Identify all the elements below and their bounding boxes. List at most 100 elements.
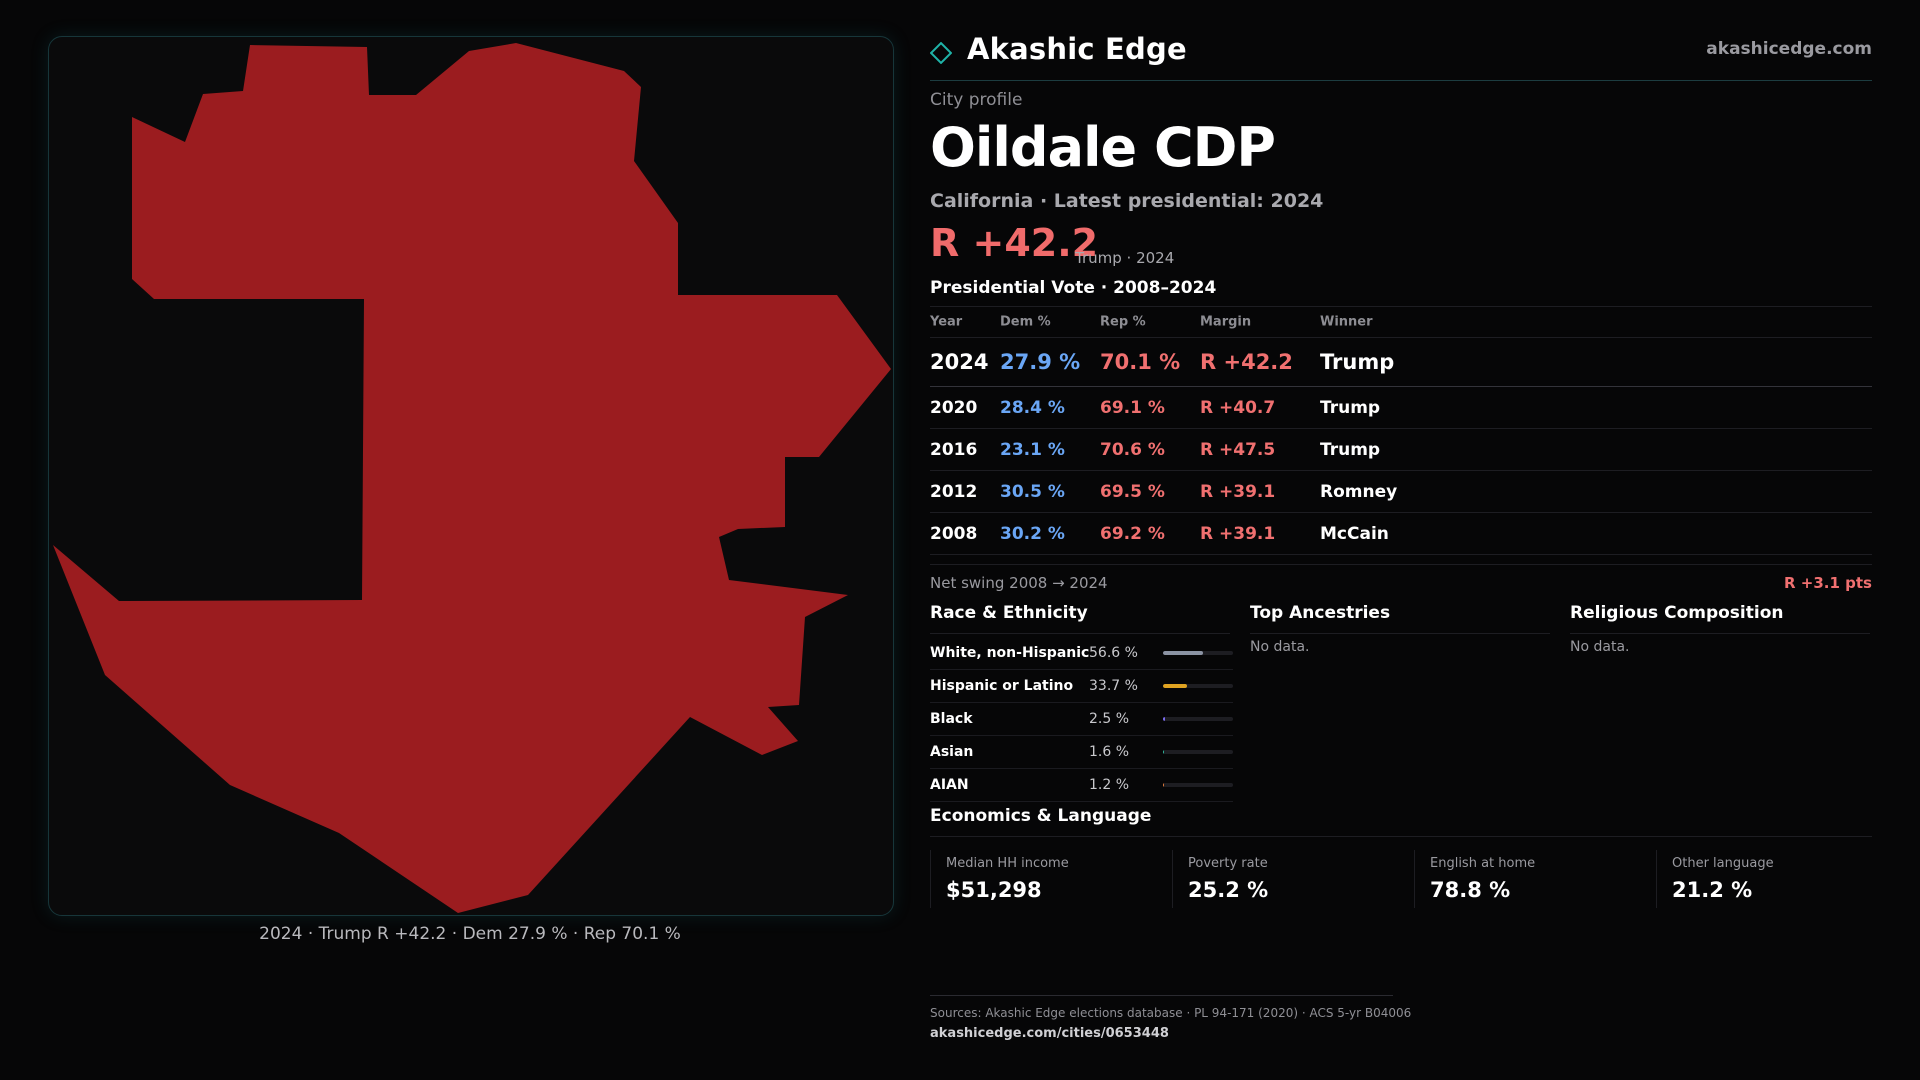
race-row: White, non-Hispanic 56.6 %	[930, 637, 1233, 670]
race-name: AIAN	[930, 777, 969, 793]
brand-header: Akashic Edge akashicedge.com	[930, 30, 1872, 81]
econ-card-poverty: Poverty rate 25.2 %	[1172, 850, 1414, 908]
table-row[interactable]: 2024 27.9 % 70.1 % R +42.2 Trump	[930, 338, 1872, 387]
econ-label: Median HH income	[946, 856, 1069, 871]
race-name: Asian	[930, 744, 974, 760]
row-margin: R +42.2	[1200, 350, 1293, 374]
row-winner: Trump	[1320, 350, 1395, 374]
econ-card-other-language: Other language 21.2 %	[1656, 850, 1872, 908]
econ-label: Other language	[1672, 856, 1774, 871]
latest-margin-detail: Trump · 2024	[1075, 249, 1175, 267]
race-bar	[1163, 717, 1233, 721]
row-rep: 70.1 %	[1100, 350, 1181, 374]
econ-card-income: Median HH income $51,298	[930, 850, 1172, 908]
race-name: Black	[930, 711, 973, 727]
race-bar-fill	[1163, 783, 1165, 787]
row-margin: R +40.7	[1200, 397, 1276, 418]
header-rep: Rep %	[1100, 314, 1146, 330]
table-header-row: Year Dem % Rep % Margin Winner	[930, 307, 1872, 338]
row-year: 2024	[930, 350, 989, 374]
row-margin: R +47.5	[1200, 439, 1276, 460]
ancestries-empty: No data.	[1250, 639, 1310, 655]
econ-card-english: English at home 78.8 %	[1414, 850, 1656, 908]
religion-empty: No data.	[1570, 639, 1630, 655]
table-row[interactable]: 2016 23.1 % 70.6 % R +47.5 Trump	[930, 429, 1872, 471]
race-pct: 2.5 %	[1089, 711, 1130, 727]
race-row: AIAN 1.2 %	[930, 769, 1233, 802]
table-row[interactable]: 2008 30.2 % 69.2 % R +39.1 McCain	[930, 513, 1872, 555]
row-rep: 69.5 %	[1100, 481, 1165, 502]
race-bar-fill	[1163, 651, 1203, 655]
sources-footer: Sources: Akashic Edge elections database…	[930, 995, 1412, 1041]
row-year: 2008	[930, 523, 978, 544]
row-rep: 69.1 %	[1100, 397, 1165, 418]
row-winner: Trump	[1320, 397, 1381, 418]
latest-margin: R +42.2	[930, 221, 1099, 265]
race-bar	[1163, 783, 1233, 787]
table-row[interactable]: 2020 28.4 % 69.1 % R +40.7 Trump	[930, 387, 1872, 429]
row-rep: 70.6 %	[1100, 439, 1165, 460]
row-dem: 23.1 %	[1000, 439, 1065, 460]
page-subtitle: California · Latest presidential: 2024	[930, 190, 1324, 212]
race-row: Hispanic or Latino 33.7 %	[930, 670, 1233, 703]
row-year: 2016	[930, 439, 978, 460]
header-margin: Margin	[1200, 314, 1252, 330]
net-swing-row: Net swing 2008 → 2024 R +3.1 pts	[930, 564, 1872, 592]
race-bar	[1163, 651, 1233, 655]
econ-label: English at home	[1430, 856, 1536, 871]
diamond-logo-icon	[930, 42, 952, 64]
source-url-link[interactable]: akashicedge.com/cities/0653448	[930, 1026, 1169, 1041]
page-title: Oildale CDP	[930, 116, 1276, 179]
sources-line: Sources: Akashic Edge elections database…	[930, 1006, 1412, 1020]
race-bar-fill	[1163, 750, 1165, 754]
row-winner: Romney	[1320, 481, 1398, 502]
ancestries-section-title: Top Ancestries	[1250, 603, 1550, 634]
race-section-title: Race & Ethnicity	[930, 603, 1230, 634]
race-name: White, non-Hispanic	[930, 645, 1090, 661]
race-row: Black 2.5 %	[930, 703, 1233, 736]
econ-value: 25.2 %	[1188, 878, 1269, 902]
race-list: White, non-Hispanic 56.6 % Hispanic or L…	[930, 637, 1233, 802]
row-dem: 30.5 %	[1000, 481, 1065, 502]
map-panel[interactable]	[48, 36, 894, 916]
site-link[interactable]: akashicedge.com	[1706, 39, 1872, 59]
race-pct: 33.7 %	[1089, 678, 1138, 694]
vote-section-title: Presidential Vote · 2008–2024	[930, 278, 1217, 298]
net-swing-label: Net swing 2008 → 2024	[930, 574, 1108, 592]
econ-value: $51,298	[946, 878, 1042, 902]
econ-value: 21.2 %	[1672, 878, 1753, 902]
race-bar-fill	[1163, 684, 1187, 688]
econ-value: 78.8 %	[1430, 878, 1511, 902]
row-margin: R +39.1	[1200, 481, 1276, 502]
row-dem: 28.4 %	[1000, 397, 1065, 418]
race-row: Asian 1.6 %	[930, 736, 1233, 769]
race-bar	[1163, 684, 1233, 688]
row-rep: 69.2 %	[1100, 523, 1165, 544]
city-boundary-shape[interactable]	[53, 43, 891, 913]
race-name: Hispanic or Latino	[930, 678, 1074, 694]
header-dem: Dem %	[1000, 314, 1051, 330]
religion-section-title: Religious Composition	[1570, 603, 1870, 634]
row-winner: Trump	[1320, 439, 1381, 460]
table-row[interactable]: 2012 30.5 % 69.5 % R +39.1 Romney	[930, 471, 1872, 513]
race-pct: 1.2 %	[1089, 777, 1130, 793]
city-boundary-map	[53, 43, 891, 913]
header-year: Year	[930, 314, 963, 330]
race-pct: 1.6 %	[1089, 744, 1130, 760]
row-year: 2020	[930, 397, 978, 418]
race-bar-fill	[1163, 717, 1165, 721]
brand-name[interactable]: Akashic Edge	[967, 32, 1187, 66]
row-margin: R +39.1	[1200, 523, 1276, 544]
economics-section-title: Economics & Language	[930, 806, 1872, 837]
row-dem: 30.2 %	[1000, 523, 1065, 544]
econ-label: Poverty rate	[1188, 856, 1268, 871]
header-winner: Winner	[1320, 314, 1373, 330]
page-eyebrow: City profile	[930, 90, 1023, 110]
presidential-vote-table: Year Dem % Rep % Margin Winner 2024 27.9…	[930, 306, 1872, 555]
row-dem: 27.9 %	[1000, 350, 1081, 374]
net-swing-value: R +3.1 pts	[1784, 574, 1872, 592]
map-caption: 2024 · Trump R +42.2 · Dem 27.9 % · Rep …	[259, 924, 681, 944]
row-winner: McCain	[1320, 523, 1389, 544]
row-year: 2012	[930, 481, 978, 502]
race-pct: 56.6 %	[1089, 645, 1138, 661]
